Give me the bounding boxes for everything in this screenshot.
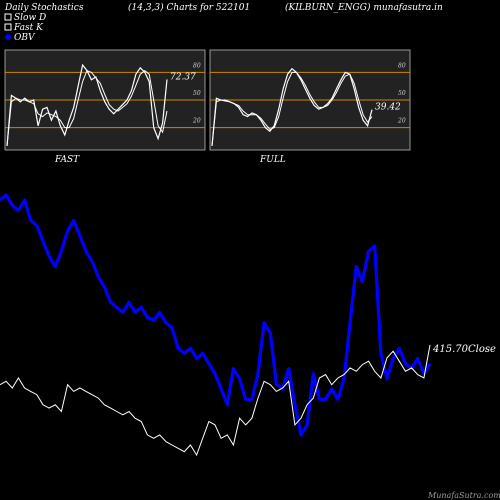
full-last-value-label: 39.42 (375, 103, 401, 113)
full-tick-label-50: 50 (398, 90, 406, 97)
full-stochastic-panel: 80 50 20 39.42 (209, 49, 411, 151)
legend: Slow D Fast K OBV (4, 13, 46, 43)
legend-marker-slow-d (4, 13, 12, 21)
legend-label-fast-k: Fast K (13, 23, 44, 33)
legend-marker-fast-k (4, 23, 12, 31)
legend-label-obv: OBV (14, 33, 36, 43)
fast-last-value-label: 72.37 (170, 72, 196, 82)
full-series-slow-d (211, 71, 373, 147)
full-tick-label-80: 80 (398, 62, 406, 69)
close-price-series-line (0, 344, 431, 457)
full-series-fast-k (211, 67, 373, 147)
legend-label-slow-d: Slow D (14, 13, 46, 23)
fast-panel-label: FAST (54, 155, 80, 165)
obv-price-panel (0, 193, 432, 457)
title-left: Daily Stochastics (4, 3, 84, 13)
legend-marker-obv (5, 34, 11, 40)
fast-tick-label-20: 20 (192, 118, 201, 125)
credit: MunafaSutra.com (427, 491, 500, 500)
full-panel-label: FULL (259, 155, 286, 165)
close-price-label: 415.70Close (432, 344, 496, 355)
fast-tick-label-80: 80 (193, 62, 201, 69)
fast-tick-label-50: 50 (193, 90, 201, 97)
fast-stochastic-panel: 80 50 20 72.37 (4, 49, 206, 151)
fast-series-slow-d (6, 69, 168, 147)
title-mid: (14,3,3) Charts for 522101 (128, 2, 250, 13)
full-tick-label-20: 20 (397, 118, 406, 125)
obv-series-line (0, 193, 432, 437)
title-right: (KILBURN_ENGG) munafasutra.in (285, 2, 443, 13)
